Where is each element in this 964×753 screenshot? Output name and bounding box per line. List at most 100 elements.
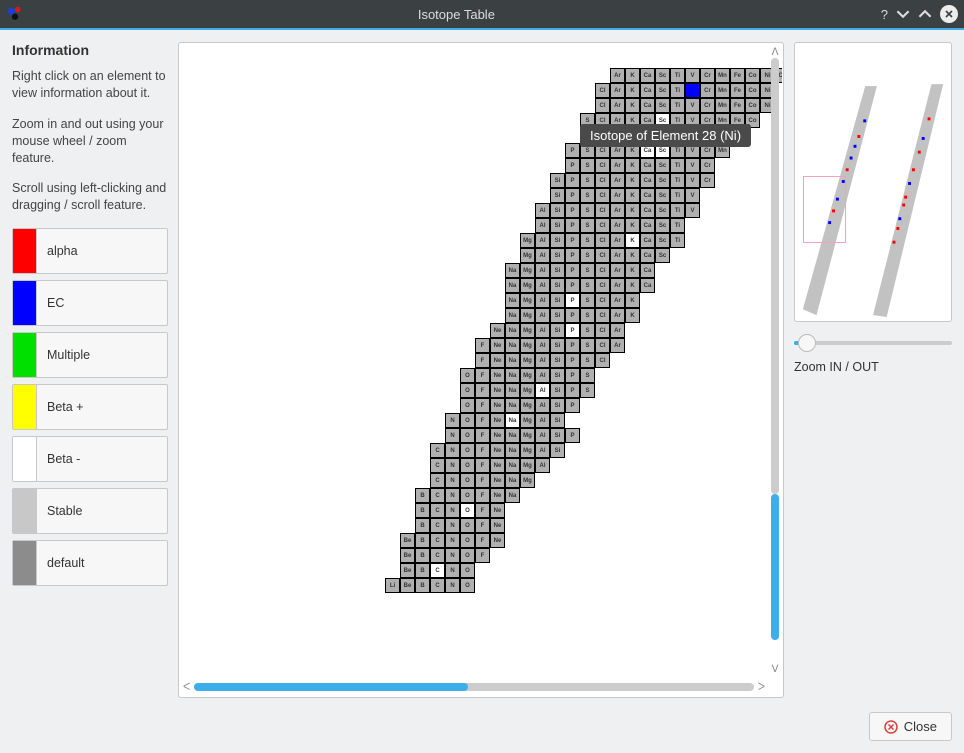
scroll-right-icon[interactable]: ᐳ (758, 682, 765, 693)
isotope-cell[interactable]: Mg (520, 293, 535, 308)
isotope-cell[interactable]: P (565, 308, 580, 323)
isotope-cell[interactable]: S (580, 338, 595, 353)
title-bar[interactable]: Isotope Table ? (0, 0, 964, 28)
isotope-cell[interactable]: N (445, 428, 460, 443)
scroll-down-icon[interactable]: ᐯ (772, 664, 779, 675)
isotope-cell[interactable]: F (475, 488, 490, 503)
isotope-viewport[interactable]: ArKCaScTiVCrMnFeCoNiCuClArKCaScTiCrMnFeC… (180, 44, 782, 696)
isotope-cell[interactable]: Ne (490, 518, 505, 533)
isotope-cell[interactable]: Be (400, 533, 415, 548)
isotope-cell[interactable]: Si (550, 293, 565, 308)
isotope-cell[interactable]: N (445, 548, 460, 563)
isotope-cell[interactable]: Si (550, 203, 565, 218)
isotope-cell[interactable]: P (565, 353, 580, 368)
isotope-cell[interactable]: S (580, 173, 595, 188)
isotope-cell[interactable]: F (475, 518, 490, 533)
legend-item[interactable]: Beta - (12, 436, 168, 482)
isotope-cell[interactable]: O (460, 578, 475, 593)
minimize-icon[interactable] (896, 7, 910, 21)
legend-item[interactable]: Stable (12, 488, 168, 534)
zoom-thumb[interactable] (798, 334, 816, 352)
isotope-cell[interactable]: K (625, 158, 640, 173)
isotope-cell[interactable]: Mg (520, 443, 535, 458)
isotope-cell[interactable]: Mg (520, 338, 535, 353)
isotope-cell[interactable]: S (580, 383, 595, 398)
isotope-cell[interactable]: Al (535, 458, 550, 473)
isotope-cell[interactable]: Na (505, 428, 520, 443)
isotope-cell[interactable]: Mg (520, 308, 535, 323)
isotope-cell[interactable]: Na (505, 383, 520, 398)
isotope-cell[interactable]: Na (505, 323, 520, 338)
isotope-cell[interactable]: Si (550, 383, 565, 398)
isotope-cell[interactable]: Ar (610, 68, 625, 83)
isotope-cell[interactable]: Al (535, 443, 550, 458)
isotope-cell[interactable]: Na (505, 443, 520, 458)
isotope-cell[interactable]: Ne (490, 458, 505, 473)
isotope-cell[interactable]: K (625, 68, 640, 83)
isotope-cell[interactable]: Ne (490, 443, 505, 458)
isotope-cell[interactable]: V (685, 158, 700, 173)
isotope-cell[interactable]: Ar (610, 158, 625, 173)
help-icon[interactable]: ? (881, 7, 888, 22)
isotope-cell[interactable]: Na (505, 308, 520, 323)
isotope-cell[interactable]: N (445, 473, 460, 488)
isotope-cell[interactable]: F (475, 338, 490, 353)
isotope-cell[interactable]: Ca (640, 218, 655, 233)
isotope-cell[interactable]: P (565, 278, 580, 293)
isotope-cell[interactable]: C (430, 578, 445, 593)
isotope-cell[interactable]: Ti (670, 68, 685, 83)
isotope-cell[interactable]: Sc (655, 98, 670, 113)
isotope-cell[interactable]: Cl (595, 203, 610, 218)
isotope-cell[interactable]: Si (550, 413, 565, 428)
isotope-cell[interactable]: F (475, 548, 490, 563)
isotope-cell[interactable]: Si (550, 368, 565, 383)
isotope-cell[interactable]: Ar (610, 98, 625, 113)
hscroll-thumb[interactable] (194, 683, 468, 691)
isotope-cell[interactable]: Co (745, 98, 760, 113)
isotope-cell[interactable]: Ar (610, 248, 625, 263)
isotope-cell[interactable]: Si (550, 263, 565, 278)
isotope-cell[interactable]: P (565, 398, 580, 413)
isotope-cell[interactable]: S (580, 278, 595, 293)
isotope-cell[interactable]: Al (535, 353, 550, 368)
isotope-cell[interactable]: Ar (610, 278, 625, 293)
isotope-cell[interactable]: Co (745, 83, 760, 98)
isotope-cell[interactable]: O (460, 533, 475, 548)
isotope-cell[interactable]: P (565, 158, 580, 173)
legend-item[interactable]: EC (12, 280, 168, 326)
isotope-cell[interactable]: Ti (670, 203, 685, 218)
isotope-cell[interactable]: N (445, 458, 460, 473)
isotope-cell[interactable]: B (415, 548, 430, 563)
isotope-cell[interactable]: Ne (490, 428, 505, 443)
isotope-cell[interactable]: P (565, 368, 580, 383)
isotope-cell[interactable]: Mg (520, 383, 535, 398)
isotope-cell[interactable]: K (625, 83, 640, 98)
isotope-cell[interactable]: P (565, 218, 580, 233)
isotope-cell[interactable]: C (430, 563, 445, 578)
isotope-cell[interactable]: N (445, 413, 460, 428)
isotope-cell[interactable]: O (460, 503, 475, 518)
isotope-cell[interactable]: Mg (520, 233, 535, 248)
isotope-cell[interactable]: Si (550, 248, 565, 263)
isotope-cell[interactable]: Ca (640, 233, 655, 248)
isotope-cell[interactable]: O (460, 368, 475, 383)
isotope-cell[interactable]: Be (400, 563, 415, 578)
isotope-cell[interactable]: K (625, 233, 640, 248)
isotope-cell[interactable]: Sc (655, 233, 670, 248)
isotope-cell[interactable]: B (415, 578, 430, 593)
isotope-cell[interactable]: Mg (520, 413, 535, 428)
isotope-cell[interactable]: S (580, 203, 595, 218)
isotope-cell[interactable]: Al (535, 233, 550, 248)
isotope-cell[interactable]: P (565, 428, 580, 443)
isotope-cell[interactable]: K (625, 293, 640, 308)
isotope-cell[interactable]: Al (535, 338, 550, 353)
isotope-cell[interactable]: Mn (715, 68, 730, 83)
isotope-cell[interactable]: Si (550, 173, 565, 188)
isotope-cell[interactable]: Si (550, 443, 565, 458)
isotope-cell[interactable]: N (445, 488, 460, 503)
isotope-cell[interactable]: Ar (610, 338, 625, 353)
isotope-cell[interactable]: Ar (610, 263, 625, 278)
window-close-icon[interactable] (940, 5, 958, 23)
isotope-cell[interactable]: O (460, 383, 475, 398)
isotope-cell[interactable]: Ar (610, 203, 625, 218)
